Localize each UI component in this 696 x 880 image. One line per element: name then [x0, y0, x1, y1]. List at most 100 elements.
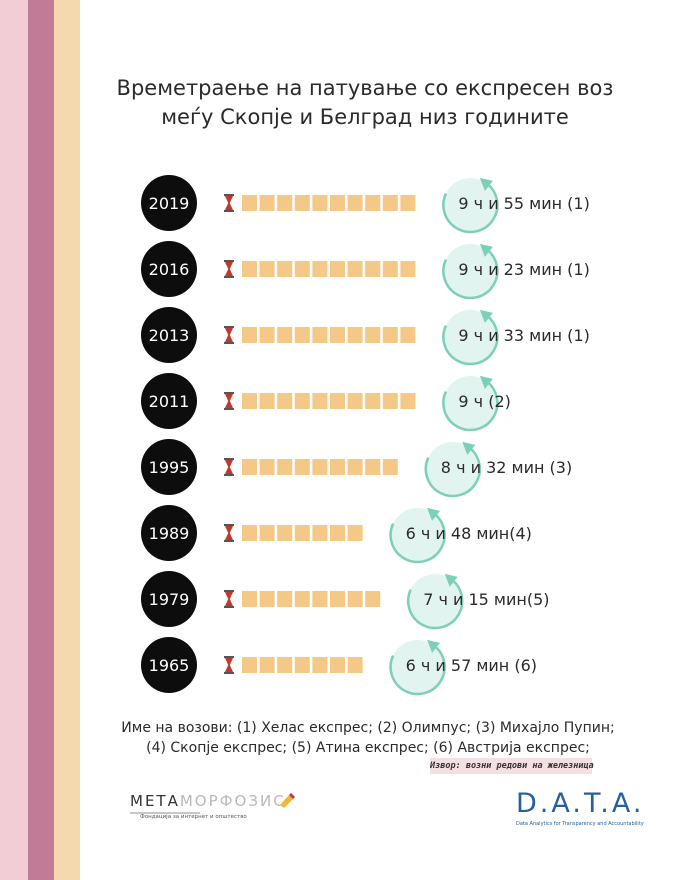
year-label: 1979: [149, 590, 190, 609]
hourglass-icon: [224, 392, 234, 410]
bar-segment: [277, 591, 293, 607]
bar-segment: [242, 195, 257, 211]
bar-segment: [330, 195, 345, 211]
bar-segment: [242, 525, 257, 541]
timer-arrowhead: [479, 177, 493, 191]
hourglass-cap-top: [224, 326, 234, 328]
timer-disc: [390, 508, 445, 562]
timer-disc: [408, 574, 463, 628]
metamorfozis-wordmark-part1: МЕТА: [130, 792, 180, 810]
hourglass-icon: [224, 260, 234, 278]
chart-row: 2016 9 ч и 23 мин (1): [141, 241, 590, 300]
year-circle: [141, 439, 197, 495]
bar-segment: [259, 459, 275, 475]
bar-segment: [365, 195, 381, 211]
timer-disc: [443, 178, 498, 232]
chart-row: 1989 6 ч и 48 мин(4): [141, 505, 532, 564]
hourglass-cap-bottom: [224, 474, 234, 476]
bar-segment: [259, 327, 275, 343]
bar-segment: [277, 261, 293, 277]
hourglass-cap-top: [224, 194, 234, 196]
bar-segment: [365, 393, 381, 409]
bar-segment: [294, 195, 310, 211]
timer-disc: [443, 244, 498, 298]
bar-segment: [242, 591, 257, 607]
duration-label: 6 ч и 57 мин (6): [406, 656, 537, 675]
bar-segment: [347, 525, 363, 541]
timer-icon: [424, 441, 482, 498]
chart-row: 2011 9 ч (2): [141, 373, 511, 432]
timer-ring: [424, 445, 482, 498]
bar-segment: [400, 393, 416, 409]
chart-row: 2013 9 ч и 33 мин (1): [141, 307, 590, 366]
train-names-note: Име на возови: (1) Хелас експрес; (2) Ол…: [118, 718, 618, 758]
chart-title-line-1: Времетраење на патување со експресен воз: [116, 76, 614, 100]
year-circle: [141, 637, 197, 693]
hourglass-cap-top: [224, 590, 234, 592]
timer-arrowhead: [479, 243, 493, 257]
timer-ring: [442, 313, 499, 366]
hourglass-icon: [224, 194, 234, 212]
bar-segment: [312, 327, 328, 343]
timer-ring: [442, 379, 499, 432]
bar-segment: [294, 525, 310, 541]
bar-segment: [312, 591, 328, 607]
chart-row: 1995 8 ч и 32 мин (3): [141, 439, 572, 498]
hourglass-cap-top: [224, 524, 234, 526]
bar-segment: [259, 657, 275, 673]
timer-icon: [442, 375, 499, 432]
year-label: 2013: [149, 326, 190, 345]
timer-arrowhead: [462, 441, 476, 455]
bar-segment: [242, 327, 257, 343]
timer-arrowhead: [427, 507, 441, 521]
hourglass-cap-top: [224, 392, 234, 394]
bar-segment: [330, 591, 345, 607]
bar-segment: [277, 195, 293, 211]
left-stripe-pink: [0, 0, 28, 880]
bar-segment: [347, 657, 363, 673]
source-label: Извор: возни редови на железница: [430, 758, 594, 774]
bar-segment: [400, 195, 416, 211]
timer-arrowhead: [479, 309, 493, 323]
bar-segment: [312, 195, 328, 211]
left-stripe-mauve: [28, 0, 54, 880]
chart-row: 1965 6 ч и 57 мин (6): [141, 637, 537, 696]
chart-title-line-2: меѓу Скопје и Белград низ годините: [161, 105, 569, 129]
hourglass-cap-bottom: [224, 210, 234, 212]
bar-segment: [277, 459, 293, 475]
bar-segment: [312, 657, 328, 673]
bar-segment: [330, 657, 345, 673]
hourglass-cap-bottom: [224, 408, 234, 410]
timer-arrowhead: [479, 375, 493, 389]
metamorfozis-wordmark: МЕТАМОРФОЗИС: [130, 792, 286, 810]
hourglass-cap-bottom: [224, 540, 234, 542]
left-stripe-peach: [54, 0, 80, 880]
bar-segment: [277, 657, 293, 673]
bar-segment: [277, 525, 293, 541]
year-label: 1995: [149, 458, 190, 477]
bar-segment: [365, 591, 381, 607]
hourglass-icon: [224, 458, 234, 476]
train-names-line-2: (4) Скопје експрес; (5) Атина експрес; (…: [146, 740, 590, 756]
bar-segment: [347, 591, 363, 607]
hourglass-glass: [225, 460, 233, 474]
year-label: 2016: [149, 260, 190, 279]
year-label: 1965: [149, 656, 190, 675]
duration-label: 9 ч и 33 мин (1): [458, 326, 589, 345]
bar-segment: [365, 327, 381, 343]
bar-segment: [259, 591, 275, 607]
timer-icon: [406, 573, 464, 630]
bar-segment: [382, 195, 398, 211]
timer-disc: [425, 442, 480, 496]
duration-label: 8 ч и 32 мин (3): [441, 458, 572, 477]
timer-icon: [442, 309, 499, 366]
chart-row: 2019 9 ч и 55 мин (1): [141, 175, 590, 234]
year-circle: [141, 571, 197, 627]
timer-ring: [389, 643, 446, 696]
hourglass-glass: [225, 262, 233, 276]
bar-segment: [312, 261, 328, 277]
year-circle: [141, 241, 197, 297]
hourglass-glass: [225, 328, 233, 342]
bar-segment: [242, 261, 257, 277]
